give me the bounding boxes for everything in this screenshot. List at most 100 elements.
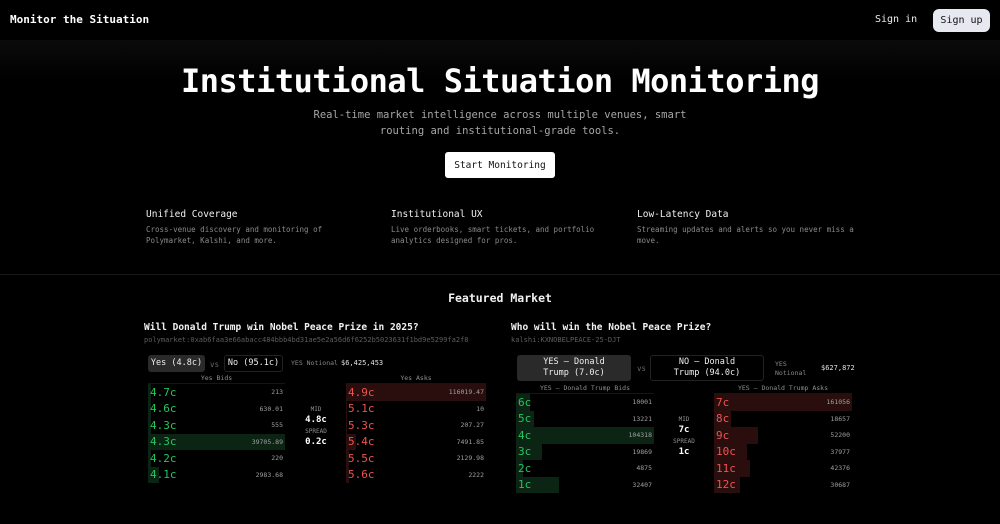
outcome-yes-button[interactable]: YES — Donald Trump (7.0c) bbox=[517, 355, 631, 381]
bid-row[interactable]: 2c 4875 bbox=[516, 460, 654, 477]
feature-title: Institutional UX bbox=[391, 209, 483, 220]
bid-row[interactable]: 1c 32407 bbox=[516, 476, 654, 493]
outcome-yes-button[interactable]: Yes (4.8c) bbox=[148, 355, 205, 372]
bids-header: Yes Bids bbox=[200, 374, 233, 382]
depth-bar bbox=[714, 427, 759, 444]
order-price: 5.5c bbox=[348, 451, 375, 465]
order-size: 18657 bbox=[830, 414, 850, 423]
depth-bar bbox=[516, 410, 534, 427]
feature-text: Cross-venue discovery and monitoring of … bbox=[146, 225, 323, 245]
order-size: 10 bbox=[476, 404, 484, 413]
order-size: 10001 bbox=[632, 398, 652, 407]
order-size: 2222 bbox=[468, 470, 484, 479]
outcome-no-button[interactable]: NO — Donald Trump (94.0c) bbox=[650, 355, 764, 381]
hero-section: Institutional Situation Monitoring Real-… bbox=[0, 40, 1000, 274]
asks-orderbook: 7c 161056 8c 18657 9c 52200 10c 37977 11c 42376 12… bbox=[714, 394, 852, 493]
order-size: 30687 bbox=[830, 480, 850, 489]
ask-row[interactable]: 11c 42376 bbox=[714, 460, 852, 477]
spread-label: SPREAD bbox=[305, 428, 327, 435]
featured-market-title: Featured Market bbox=[448, 291, 552, 305]
order-price: 5.3c bbox=[348, 418, 375, 432]
bid-row[interactable]: 4.6c 630.01 bbox=[148, 400, 285, 417]
order-size: 2983.68 bbox=[255, 470, 283, 479]
asks-header: Yes Asks bbox=[400, 374, 432, 382]
order-size: 104318 bbox=[628, 431, 652, 440]
order-size: 42376 bbox=[830, 464, 850, 473]
ask-row[interactable]: 5.4c 7491.85 bbox=[346, 433, 486, 450]
feature-institutional-ux: Institutional UX Live orderbooks, smart … bbox=[391, 209, 611, 246]
order-price: 5.6c bbox=[348, 468, 375, 482]
order-price: 4.3c bbox=[150, 418, 177, 432]
notional-value: $627,872 bbox=[821, 364, 855, 372]
bid-row[interactable]: 4c 104318 bbox=[516, 427, 654, 444]
depth-bar bbox=[346, 466, 349, 483]
order-size: 213 bbox=[271, 388, 283, 397]
bid-row[interactable]: 4.1c 2983.68 bbox=[148, 466, 285, 483]
order-price: 4.1c bbox=[150, 468, 177, 482]
order-size: 161056 bbox=[826, 398, 850, 407]
market-id: polymarket:0xab6faa3e66abacc484bbb4bd31a… bbox=[144, 336, 469, 344]
depth-bar bbox=[516, 394, 530, 411]
start-monitoring-button[interactable]: Start Monitoring bbox=[445, 152, 555, 178]
feature-title: Unified Coverage bbox=[146, 209, 238, 220]
ask-row[interactable]: 10c 37977 bbox=[714, 443, 852, 460]
bid-row[interactable]: 4.3c 555 bbox=[148, 417, 285, 434]
vs-label: vs bbox=[210, 360, 220, 369]
ask-row[interactable]: 8c 18657 bbox=[714, 410, 852, 427]
bid-row[interactable]: 4.3c 39705.89 bbox=[148, 433, 285, 450]
ask-row[interactable]: 9c 52200 bbox=[714, 427, 852, 444]
order-price: 7c bbox=[716, 395, 730, 409]
mid-value: 4.8c bbox=[305, 415, 327, 425]
depth-bar bbox=[346, 400, 348, 417]
order-size: 2129.98 bbox=[456, 454, 484, 463]
depth-bar bbox=[346, 433, 356, 450]
order-price: 4c bbox=[518, 428, 532, 442]
order-price: 4.7c bbox=[150, 385, 177, 399]
order-price: 12c bbox=[716, 478, 736, 492]
depth-bar bbox=[714, 410, 731, 427]
bid-row[interactable]: 5c 13221 bbox=[516, 410, 654, 427]
order-price: 3c bbox=[518, 445, 532, 459]
mid-spread-panel: MID 4.8c SPREAD 0.2c bbox=[296, 406, 336, 450]
market-title[interactable]: Who will win the Nobel Peace Prize? bbox=[511, 322, 712, 333]
brand-logo-text[interactable]: Monitor the Situation bbox=[10, 13, 150, 26]
bid-row[interactable]: 4.2c 220 bbox=[148, 450, 285, 467]
depth-bar bbox=[516, 443, 543, 460]
depth-bar bbox=[714, 476, 741, 493]
order-size: 630.01 bbox=[259, 404, 283, 413]
depth-bar bbox=[148, 433, 285, 450]
depth-bar bbox=[516, 476, 559, 493]
market-title[interactable]: Will Donald Trump win Nobel Peace Prize … bbox=[144, 322, 419, 333]
bids-divider bbox=[148, 383, 285, 384]
ask-row[interactable]: 7c 161056 bbox=[714, 394, 852, 411]
order-price: 2c bbox=[518, 461, 532, 475]
depth-bar bbox=[148, 417, 151, 434]
bid-row[interactable]: 3c 19869 bbox=[516, 443, 654, 460]
ask-row[interactable]: 5.5c 2129.98 bbox=[346, 450, 486, 467]
feature-title: Low-Latency Data bbox=[637, 209, 729, 220]
bid-row[interactable]: 4.7c 213 bbox=[148, 384, 285, 401]
ask-row[interactable]: 5.6c 2222 bbox=[346, 466, 486, 483]
order-price: 11c bbox=[716, 461, 736, 475]
feature-low-latency: Low-Latency Data Streaming updates and a… bbox=[637, 209, 857, 246]
market-card-polymarket: Will Donald Trump win Nobel Peace Prize … bbox=[144, 322, 469, 344]
bid-row[interactable]: 6c 10001 bbox=[516, 394, 654, 411]
order-price: 4.3c bbox=[150, 435, 177, 449]
mid-value: 7c bbox=[678, 425, 690, 435]
depth-bar bbox=[148, 450, 151, 467]
order-size: 7491.85 bbox=[456, 437, 484, 446]
order-price: 4.9c bbox=[348, 385, 375, 399]
ask-row[interactable]: 4.9c 116019.47 bbox=[346, 384, 486, 401]
outcome-no-button[interactable]: No (95.1c) bbox=[224, 355, 283, 372]
ask-row[interactable]: 5.1c 10 bbox=[346, 400, 486, 417]
market-card-kalshi: Who will win the Nobel Peace Prize? kals… bbox=[511, 322, 711, 344]
sign-in-link[interactable]: Sign in bbox=[875, 14, 918, 25]
depth-bar bbox=[714, 394, 852, 411]
depth-bar bbox=[148, 400, 151, 417]
ask-row[interactable]: 5.3c 207.27 bbox=[346, 417, 486, 434]
sign-up-button[interactable]: Sign up bbox=[933, 9, 990, 32]
order-price: 5.4c bbox=[348, 435, 375, 449]
ask-row[interactable]: 12c 30687 bbox=[714, 476, 852, 493]
mid-label: MID bbox=[678, 416, 690, 423]
order-price: 6c bbox=[518, 395, 532, 409]
